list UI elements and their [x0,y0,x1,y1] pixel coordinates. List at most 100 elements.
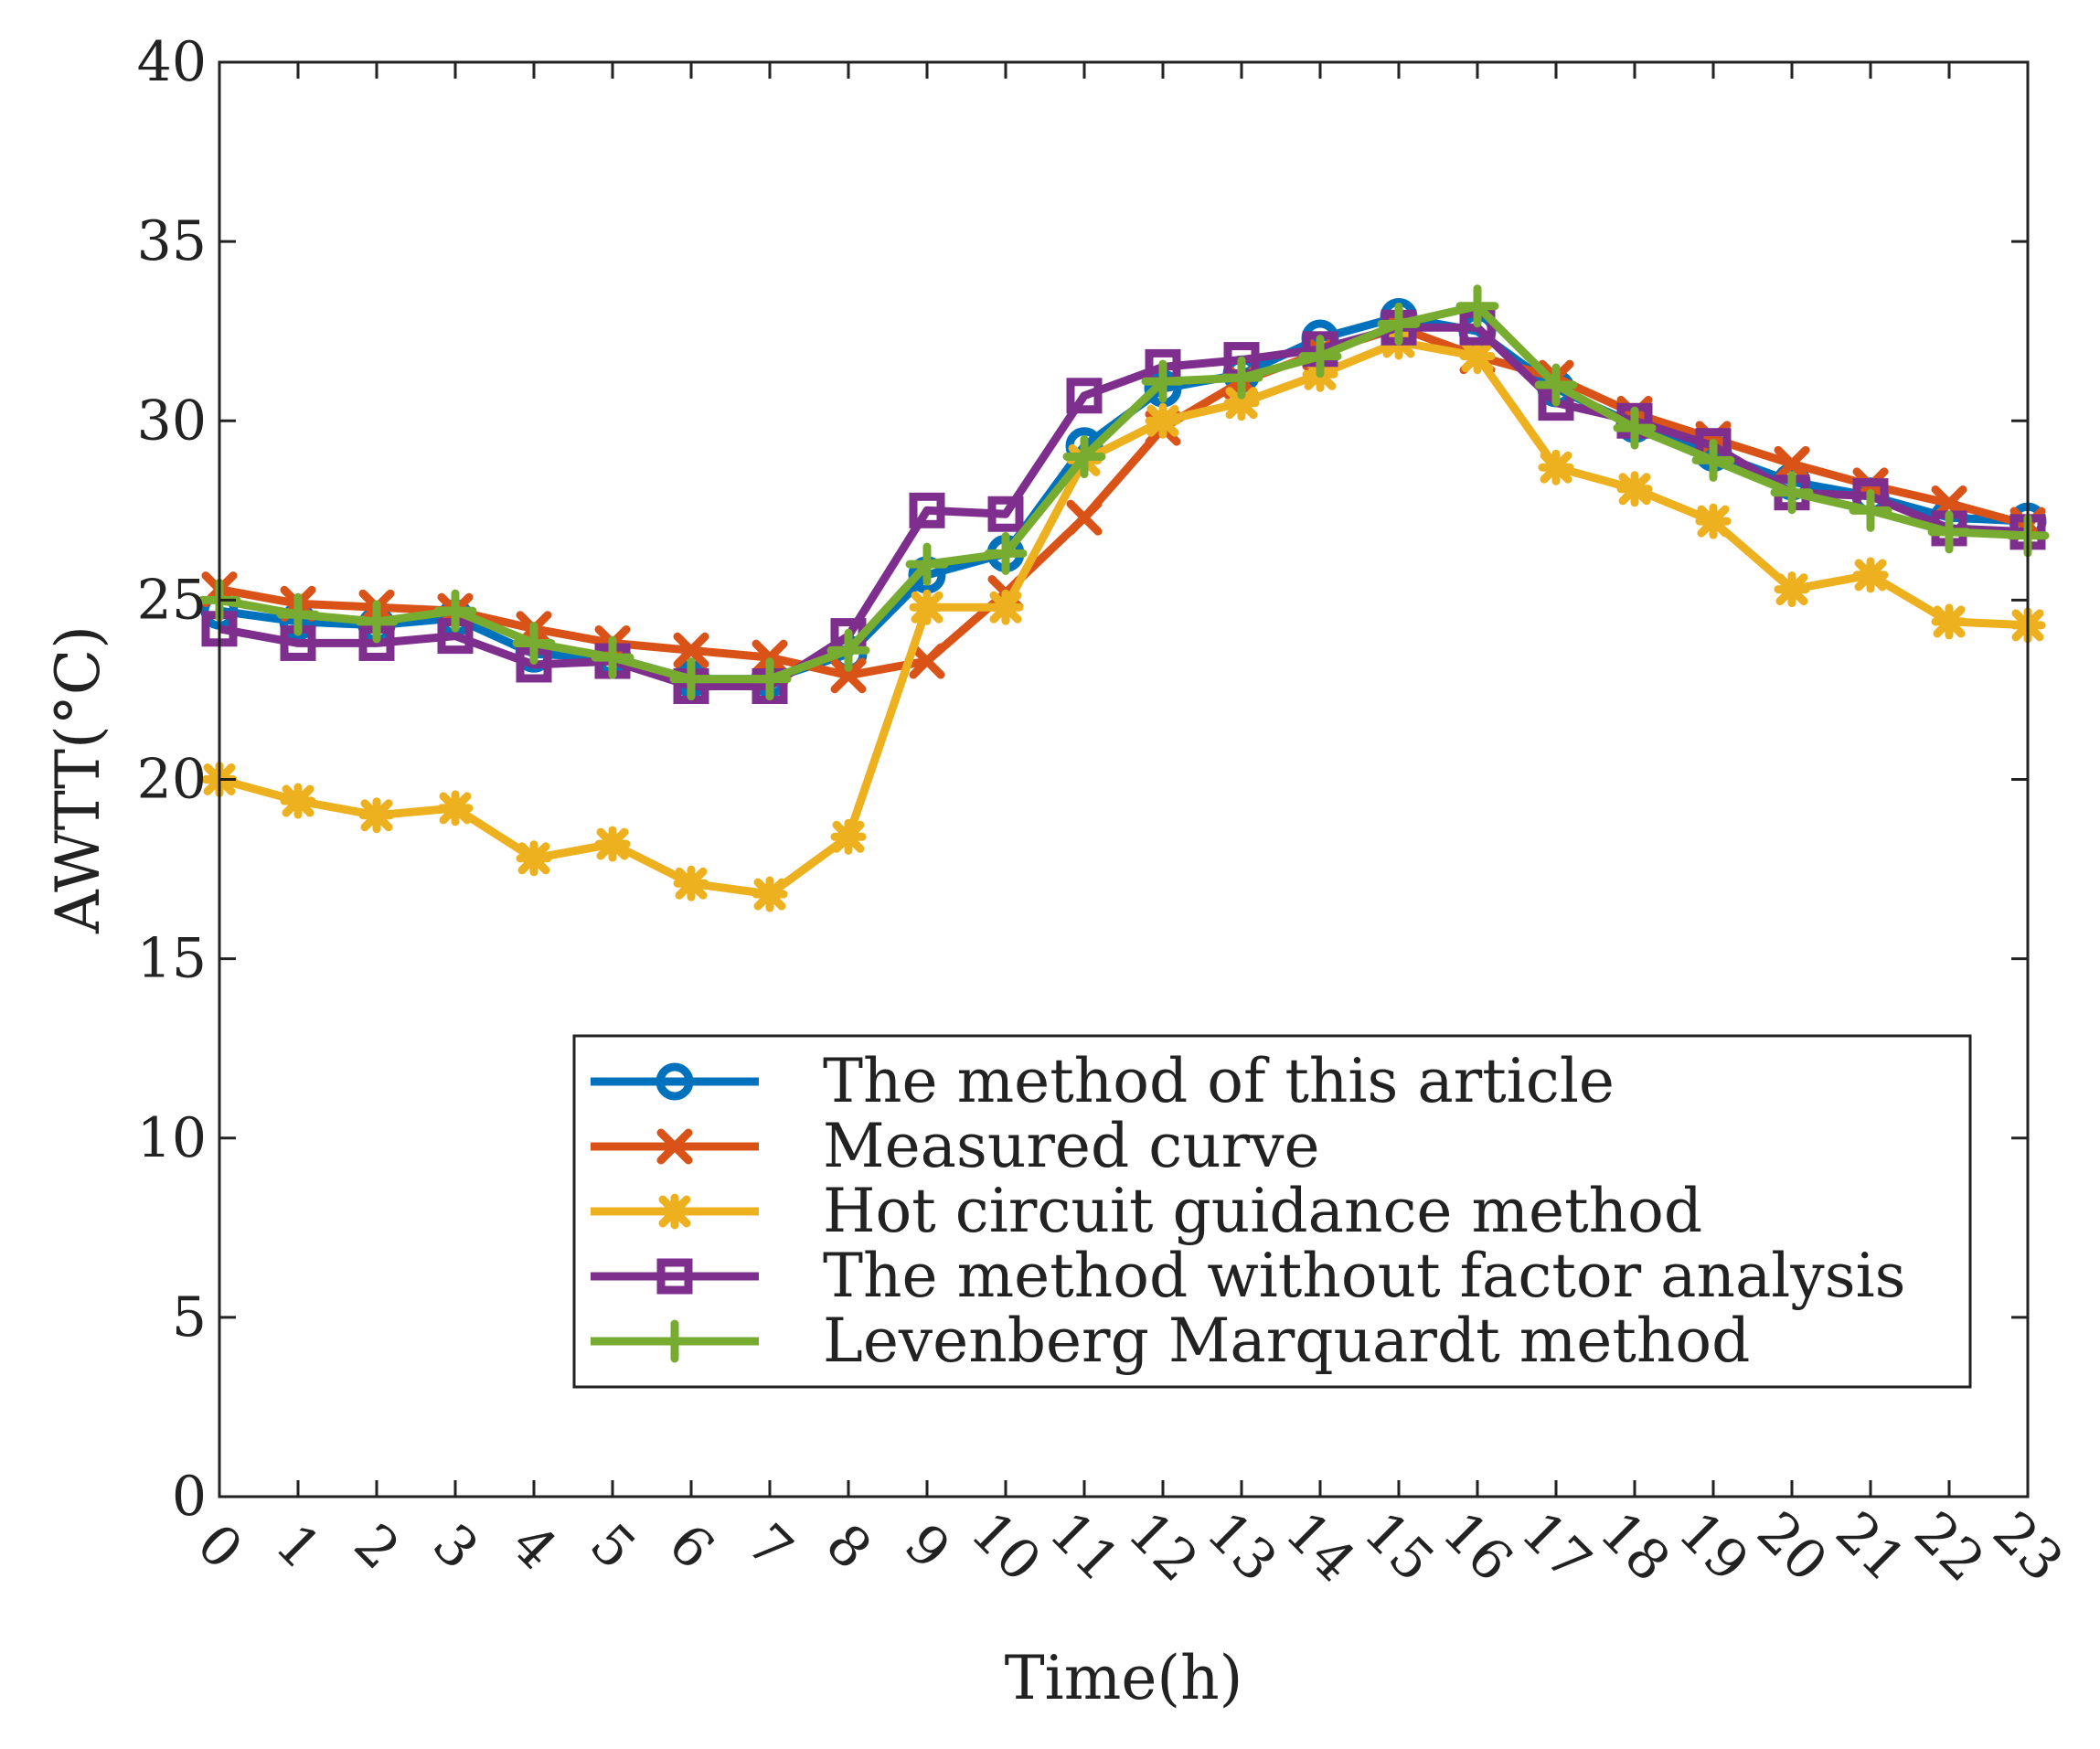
legend-box [572,1034,1972,1389]
legend-item: Measured curve [591,1111,1320,1181]
data-point [1455,284,1499,328]
data-point [1691,438,1735,482]
data-point [276,592,320,636]
legend-marker [656,1193,693,1230]
data-point [280,783,316,819]
y-tick-label: 40 [137,30,207,94]
data-point [516,840,552,877]
data-point [1770,471,1814,515]
data-point [1774,445,1810,482]
x-tick-label: 5 [578,1512,648,1583]
data-point [1141,359,1185,403]
x-tick-label: 11 [1037,1499,1131,1594]
x-tick-label: 14 [1273,1499,1367,1594]
legend-label: Hot circuit guidance method [823,1176,1702,1246]
x-tick-label: 13 [1194,1499,1288,1594]
data-point [673,865,709,901]
legend-label: The method of this article [823,1046,1615,1116]
x-tick-label: 3 [421,1512,491,1583]
data-point [1774,571,1810,608]
x-tick-label: 4 [499,1512,570,1583]
data-point [984,531,1028,575]
legend-marker [656,1258,693,1295]
y-tick-label: 30 [137,389,207,453]
series-levenberg-marquardt-method [197,284,2050,701]
x-tick-label: 19 [1666,1499,1760,1594]
data-point [1298,335,1342,379]
data-point [1613,406,1657,450]
series-the-method-without-factor-analysis [201,309,2046,705]
legend-label: The method without factor analysis [823,1241,1906,1311]
x-tick-label: 1 [263,1512,334,1583]
x-axis-title: Time(h) [1005,1643,1243,1713]
y-axis-title: AWTT(°C) [43,625,113,934]
data-point [830,818,867,855]
legend-marker [656,1062,694,1101]
data-point [591,635,634,679]
data-point [437,790,474,827]
data-point [1695,503,1732,539]
data-point [987,496,1024,532]
x-tick-label: 2 [342,1512,412,1583]
data-point [909,492,945,528]
data-point [358,797,395,834]
x-tick-label: 15 [1351,1499,1445,1594]
x-tick-label: 17 [1508,1499,1603,1594]
legend-label: Measured curve [823,1111,1320,1181]
data-point [355,600,399,644]
data-point [594,826,631,862]
data-point [1066,378,1103,414]
x-tick-label: 18 [1587,1499,1681,1594]
data-point [830,657,867,694]
y-tick-label: 0 [172,1465,207,1529]
legend-item: Levenberg Marquardt method [591,1306,1750,1376]
x-tick-label: 10 [958,1499,1052,1594]
data-point [905,542,949,586]
data-point [909,643,945,679]
data-point [826,628,870,672]
data-point [1852,557,1889,593]
legend-marker [656,1128,693,1165]
x-tick-label: 12 [1115,1499,1210,1594]
series-the-method-of-this-article [200,297,2047,699]
legend-item: The method of this article [591,1046,1615,1116]
data-point [1538,449,1574,485]
y-tick-label: 35 [137,209,207,273]
x-tick-label: 16 [1430,1499,1524,1594]
x-tick-label: 20 [1744,1499,1839,1594]
x-tick-label: 8 [814,1512,884,1583]
x-tick-label: 9 [892,1512,963,1583]
data-point [673,632,709,668]
axes-frame [218,60,2030,1498]
data-point [752,876,788,912]
x-tick-label: 7 [735,1512,805,1583]
data-point [1145,402,1181,439]
data-point [669,657,713,701]
data-point [1377,302,1421,346]
data-point [433,589,477,633]
data-point [1223,385,1260,421]
legend-item: Hot circuit guidance method [591,1176,1702,1246]
data-point [1459,338,1496,375]
data-point [752,639,788,676]
x-tick-label: 21 [1823,1499,1917,1594]
series-line [219,302,2029,684]
data-point [1931,603,1967,640]
data-point [512,621,556,665]
x-tick-label: 6 [656,1512,727,1583]
x-tick-label: 22 [1902,1499,1996,1594]
y-tick-label: 25 [137,568,207,632]
data-point [1220,356,1263,400]
data-point [1849,488,1892,532]
data-point [987,589,1024,625]
legend-label: Levenberg Marquardt method [823,1306,1750,1376]
data-point [1066,499,1103,536]
y-tick-label: 10 [137,1106,207,1170]
series-layer [197,284,2050,912]
y-tick-label: 15 [137,927,207,991]
y-tick-label: 5 [172,1285,207,1349]
y-tick-label: 20 [137,748,207,812]
data-point [1062,434,1106,478]
